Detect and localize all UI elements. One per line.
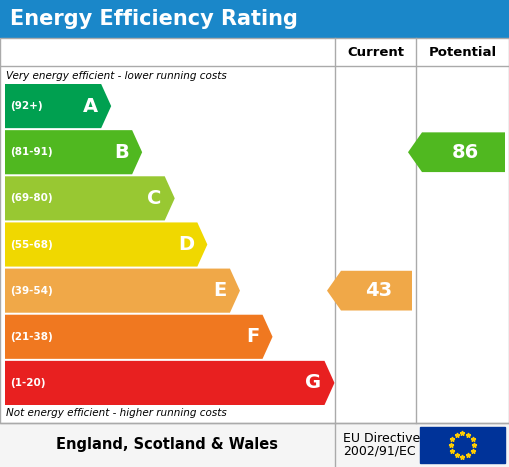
- Bar: [0, 0, 509, 38]
- Text: Potential: Potential: [429, 45, 497, 58]
- Polygon shape: [5, 269, 240, 313]
- Text: 43: 43: [365, 281, 392, 300]
- Text: (92+): (92+): [10, 101, 43, 111]
- Text: (21-38): (21-38): [10, 332, 53, 342]
- Text: EU Directive: EU Directive: [343, 432, 420, 446]
- Polygon shape: [5, 315, 272, 359]
- Text: Energy Efficiency Rating: Energy Efficiency Rating: [10, 9, 298, 29]
- Bar: [0, 38, 509, 423]
- Text: Not energy efficient - higher running costs: Not energy efficient - higher running co…: [6, 408, 227, 418]
- Text: D: D: [178, 235, 194, 254]
- Polygon shape: [5, 176, 175, 220]
- Text: (81-91): (81-91): [10, 147, 52, 157]
- Text: Very energy efficient - lower running costs: Very energy efficient - lower running co…: [6, 71, 227, 81]
- Polygon shape: [5, 84, 111, 128]
- Text: A: A: [83, 97, 98, 115]
- Polygon shape: [5, 361, 334, 405]
- Polygon shape: [327, 271, 412, 311]
- Text: Current: Current: [347, 45, 404, 58]
- Text: 86: 86: [452, 143, 479, 162]
- Text: (39-54): (39-54): [10, 286, 53, 296]
- Text: (69-80): (69-80): [10, 193, 52, 203]
- Text: (1-20): (1-20): [10, 378, 45, 388]
- Text: G: G: [305, 374, 322, 392]
- Text: England, Scotland & Wales: England, Scotland & Wales: [56, 438, 278, 453]
- Polygon shape: [408, 132, 505, 172]
- Bar: [420, 427, 505, 463]
- Text: B: B: [115, 143, 129, 162]
- Text: 2002/91/EC: 2002/91/EC: [343, 445, 416, 458]
- Polygon shape: [5, 130, 142, 174]
- Text: (55-68): (55-68): [10, 240, 53, 249]
- Text: E: E: [214, 281, 227, 300]
- Text: F: F: [246, 327, 260, 347]
- Text: C: C: [148, 189, 162, 208]
- Bar: [0, 423, 509, 467]
- Polygon shape: [5, 222, 207, 267]
